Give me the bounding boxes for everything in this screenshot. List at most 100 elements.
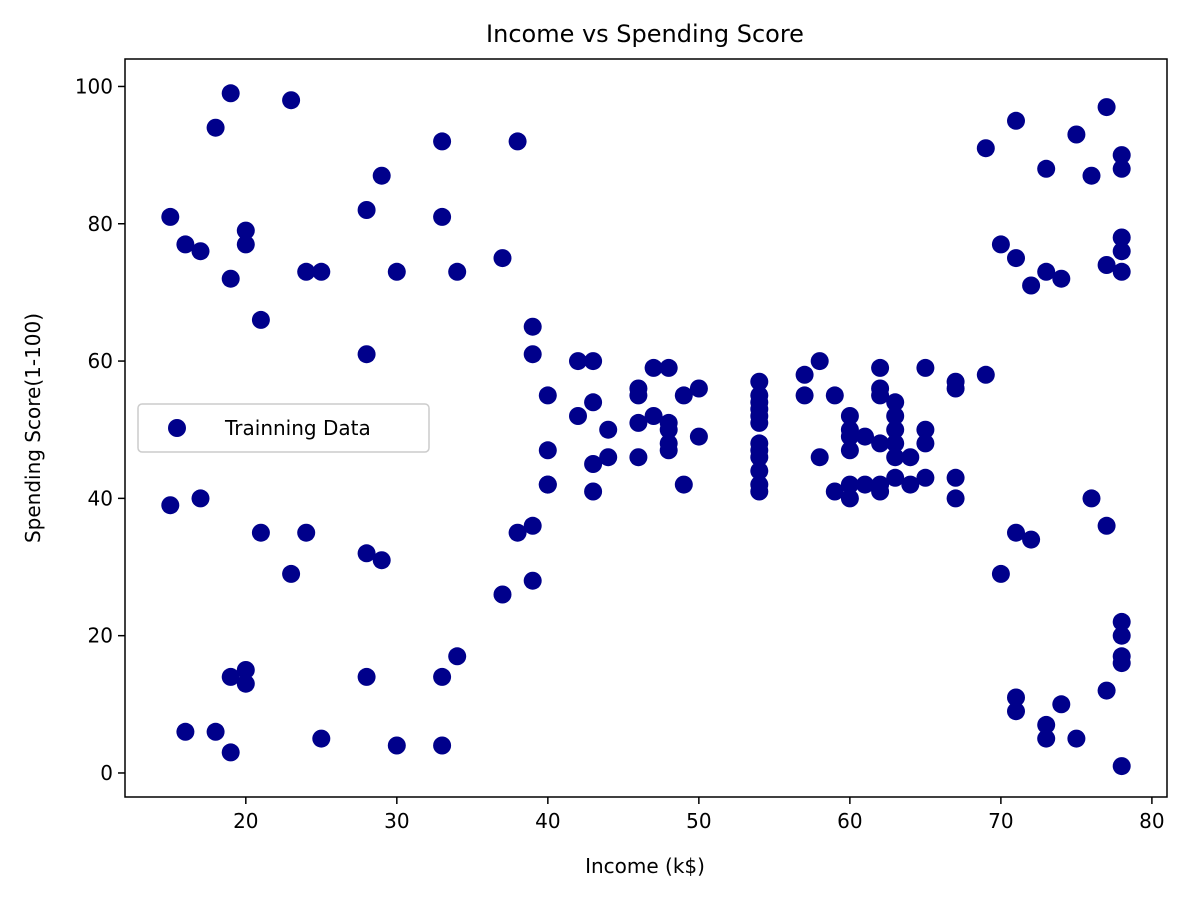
data-point [584, 393, 603, 412]
data-point [810, 448, 829, 467]
y-tick-label: 60 [88, 349, 113, 373]
data-point [991, 235, 1010, 254]
data-point [1097, 98, 1116, 117]
data-point [221, 667, 240, 686]
data-point [1052, 269, 1071, 288]
data-point [689, 427, 708, 446]
data-point [372, 166, 391, 185]
data-point [1007, 523, 1025, 542]
y-tick-label: 100 [75, 74, 113, 98]
data-point [584, 482, 603, 501]
data-point [871, 482, 890, 501]
data-point [1007, 111, 1025, 130]
data-point [357, 201, 376, 219]
data-point [569, 407, 587, 425]
data-point [176, 235, 195, 254]
data-point [221, 269, 240, 288]
data-point [886, 448, 905, 467]
data-point [251, 523, 270, 542]
data-point [251, 310, 270, 329]
data-point [644, 358, 663, 377]
data-point [433, 207, 452, 226]
y-tick-label: 80 [88, 212, 113, 236]
data-point [886, 420, 905, 439]
data-point [372, 551, 391, 570]
data-point [976, 139, 995, 158]
data-point [916, 358, 935, 377]
data-point [433, 667, 452, 686]
data-point [236, 674, 255, 693]
data-point [1007, 249, 1025, 268]
data-point [584, 352, 603, 371]
data-point [1067, 729, 1086, 748]
data-point [1082, 166, 1101, 185]
data-point [946, 379, 965, 398]
data-points [161, 84, 1131, 776]
data-point [523, 516, 542, 535]
data-point [1022, 276, 1041, 295]
y-tick-label: 0 [100, 761, 113, 785]
legend-box [137, 403, 430, 453]
data-point [448, 262, 467, 281]
data-point [1112, 262, 1131, 281]
data-point [312, 729, 331, 748]
data-point [886, 393, 905, 412]
data-point [448, 647, 467, 666]
data-point [206, 118, 225, 137]
x-tick-label: 40 [535, 809, 560, 833]
data-point [871, 358, 890, 377]
data-point [886, 434, 905, 453]
data-point [674, 386, 693, 405]
y-axis: 0 20 40 60 80 100 [75, 74, 125, 785]
data-point [1112, 228, 1131, 247]
data-point [1097, 516, 1116, 535]
y-axis-title: Spending Score(1-100) [21, 313, 45, 543]
data-point [599, 420, 618, 439]
data-point [569, 352, 587, 371]
legend-marker [168, 419, 186, 437]
data-point [795, 365, 814, 384]
data-point [221, 84, 240, 103]
data-point [991, 564, 1010, 583]
data-point [1082, 489, 1101, 508]
data-point [508, 132, 527, 151]
data-point [1097, 681, 1116, 700]
data-point [297, 262, 316, 281]
data-point [236, 221, 255, 240]
chart-title: Income vs Spending Score [486, 20, 804, 48]
data-point [523, 345, 542, 364]
data-point [901, 448, 920, 467]
data-point [1067, 125, 1086, 144]
data-point [1052, 695, 1071, 714]
data-point [523, 317, 542, 336]
data-point [538, 386, 557, 405]
data-point [840, 441, 859, 460]
data-point [236, 661, 255, 679]
data-point [206, 722, 225, 741]
data-point [387, 262, 406, 281]
data-point [1007, 702, 1025, 721]
data-point [916, 434, 935, 453]
x-tick-label: 80 [1139, 809, 1164, 833]
data-point [856, 475, 874, 494]
data-point [886, 468, 905, 487]
data-point [750, 448, 769, 467]
x-tick-label: 20 [233, 809, 258, 833]
data-point [433, 736, 452, 755]
data-point [312, 262, 331, 281]
y-tick-label: 20 [88, 624, 113, 648]
data-point [689, 379, 708, 398]
data-point [750, 372, 769, 391]
x-tick-label: 50 [686, 809, 711, 833]
data-point [1112, 612, 1131, 631]
data-point [282, 91, 301, 110]
data-point [976, 365, 995, 384]
data-point [916, 420, 935, 439]
data-point [221, 743, 240, 762]
data-point [840, 475, 859, 494]
data-point [871, 434, 890, 453]
data-point [161, 496, 180, 515]
data-point [810, 352, 829, 371]
data-point [1037, 715, 1056, 734]
